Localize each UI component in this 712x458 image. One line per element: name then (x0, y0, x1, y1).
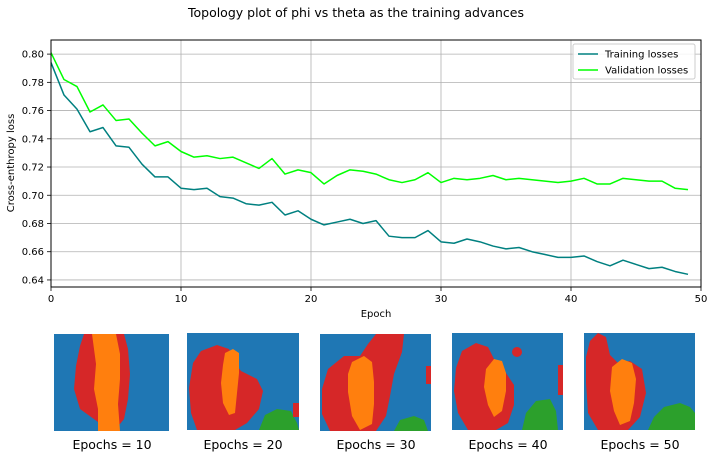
x-tick-label: 20 (305, 294, 318, 305)
orange-region (221, 349, 239, 415)
topology-thumbnail-epoch-20 (187, 333, 299, 430)
green-region (259, 409, 299, 430)
y-axis-label: Cross-enthropy loss (6, 114, 17, 213)
red-speck (512, 347, 522, 357)
loss-chart: 0 10 20 30 40 50 0.64 0.66 0.68 0.70 0.72 0.74 0.76… (6, 39, 708, 320)
orange-region (348, 356, 374, 430)
topology-thumbnail-epoch-50 (584, 333, 695, 430)
thumbnail-label-epoch-50: Epochs = 50 (600, 437, 680, 452)
legend-label-1: Validation losses (605, 66, 688, 77)
y-tick-label: 0.70 (22, 191, 44, 202)
green-region (394, 416, 428, 431)
y-tick-label: 0.74 (22, 134, 44, 145)
x-axis-label: Epoch (361, 309, 392, 320)
thumbnail-label-epoch-40: Epochs = 40 (468, 437, 548, 452)
x-tick-label: 10 (175, 294, 188, 305)
orange-region (484, 359, 506, 417)
red-speck-edge (558, 365, 563, 395)
y-tick-label: 0.80 (22, 50, 44, 61)
orange-region (92, 334, 120, 431)
red-speck (426, 366, 431, 384)
y-tick-label: 0.72 (22, 163, 44, 174)
series-line-1 (50, 52, 689, 191)
x-tick-label: 50 (695, 294, 708, 305)
red-speck (293, 403, 299, 417)
figure-title: Topology plot of phi vs theta as the tra… (187, 5, 525, 20)
x-tick-label: 0 (48, 294, 54, 305)
thumbnail-label-epoch-30: Epochs = 30 (336, 437, 416, 452)
topology-thumbnail-epoch-10 (54, 334, 169, 431)
y-tick-label: 0.78 (22, 78, 44, 89)
y-tick-label: 0.68 (22, 219, 44, 230)
green-region (648, 403, 695, 430)
orange-region (610, 359, 636, 425)
x-tick-label: 40 (565, 294, 578, 305)
legend-box (572, 43, 696, 80)
legend-label-0: Training losses (604, 50, 678, 61)
legend: Training losses Validation losses (572, 43, 696, 80)
y-tick-label: 0.66 (22, 247, 44, 258)
topology-thumbnail-epoch-40 (452, 333, 563, 430)
thumbnail-label-epoch-20: Epochs = 20 (203, 437, 283, 452)
x-tick-label: 30 (435, 294, 448, 305)
y-axis-ticks: 0.64 0.66 0.68 0.70 0.72 0.74 0.76 0.78 0.80 (22, 50, 51, 286)
thumbnail-label-epoch-10: Epochs = 10 (72, 437, 152, 452)
series-lines (50, 52, 689, 276)
series-line-0 (50, 62, 689, 276)
plot-frame (50, 39, 702, 288)
y-tick-label: 0.64 (22, 275, 44, 286)
green-region (522, 399, 558, 430)
y-tick-label: 0.76 (22, 106, 44, 117)
x-axis-ticks: 0 10 20 30 40 50 (48, 287, 708, 305)
topology-thumbnail-epoch-30 (320, 334, 431, 431)
